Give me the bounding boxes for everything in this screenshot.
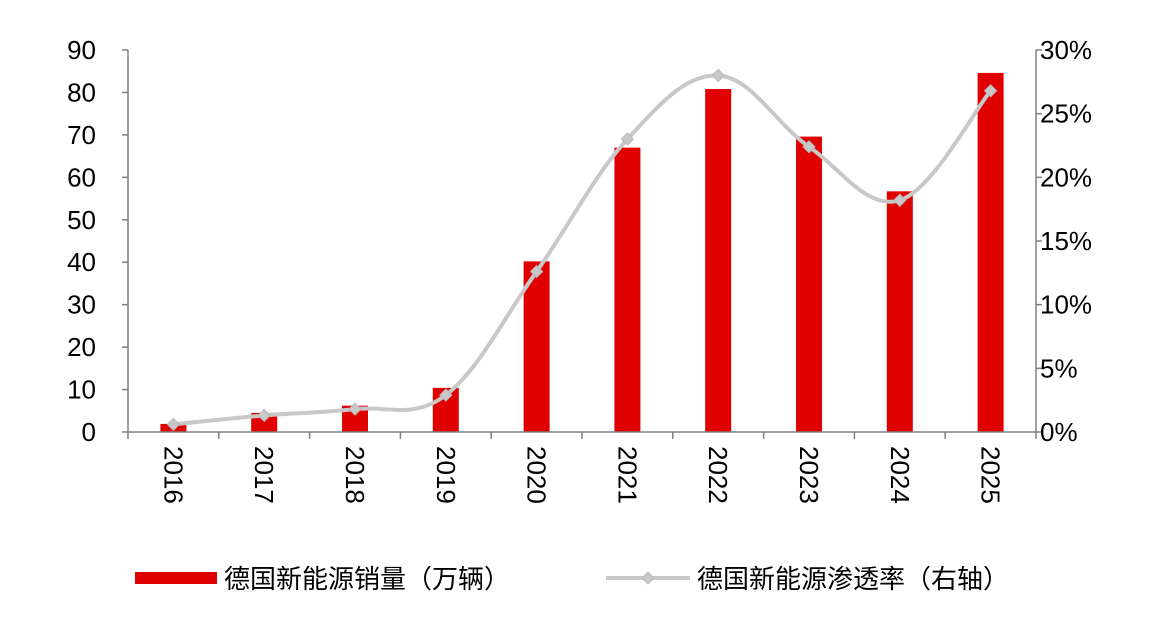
x-tick-label: 2017 — [249, 446, 279, 504]
legend-line-marker — [641, 571, 655, 585]
labels-layer: 0 10 20 30 40 50 60 70 80 90 0% 5% 10% 15% 20% 25% 30% 20… — [67, 35, 1092, 504]
penetration-point-2016 — [166, 417, 181, 432]
legend-bar-label: 德国新能源销量（万辆） — [224, 565, 510, 595]
bar-2023 — [796, 136, 822, 432]
x-tick-label: 2022 — [703, 446, 733, 504]
penetration-point-2024 — [893, 193, 907, 207]
penetration-point-2019 — [439, 388, 453, 402]
bar-2022 — [705, 89, 732, 432]
right-tick-label: 15% — [1040, 226, 1092, 256]
penetration-line — [173, 73, 993, 427]
ticks-layer — [122, 49, 1042, 439]
x-tick-label: 2018 — [340, 446, 370, 504]
bar-2020 — [523, 261, 550, 432]
left-tick-label: 50 — [67, 205, 96, 235]
right-tick-label: 20% — [1040, 162, 1092, 192]
penetration-point-2017 — [257, 408, 271, 423]
penetration-point-2018 — [348, 402, 362, 416]
x-tick-label: 2025 — [976, 446, 1006, 504]
legend-line-label: 德国新能源渗透率（右轴） — [697, 565, 1009, 595]
legend-bar-swatch — [135, 572, 217, 584]
left-tick-label: 90 — [67, 35, 96, 65]
left-tick-label: 0 — [82, 417, 96, 447]
x-tick-label: 2019 — [431, 446, 461, 504]
left-tick-label: 80 — [67, 77, 96, 107]
penetration-point-2021 — [620, 132, 635, 146]
left-tick-label: 60 — [67, 162, 96, 192]
right-tick-label: 25% — [1040, 99, 1092, 129]
bar-2024 — [886, 191, 913, 432]
x-tick-label: 2021 — [612, 446, 642, 504]
right-tick-label: 10% — [1040, 290, 1092, 320]
penetration-point-2025 — [983, 84, 998, 98]
left-tick-label: 40 — [67, 247, 96, 277]
line-layer — [166, 68, 998, 432]
x-tick-label: 2024 — [885, 446, 915, 504]
legend: 德国新能源销量（万辆） 德国新能源渗透率（右轴） — [135, 565, 1009, 595]
left-tick-label: 20 — [67, 332, 96, 362]
left-tick-label: 10 — [67, 375, 96, 405]
right-tick-label: 0% — [1040, 417, 1078, 447]
left-tick-label: 70 — [67, 120, 96, 150]
x-tick-label: 2023 — [794, 446, 824, 504]
bars-layer — [160, 72, 1004, 433]
left-tick-label: 30 — [67, 290, 96, 320]
x-tick-label: 2020 — [522, 446, 552, 504]
bar-2021 — [614, 147, 641, 432]
x-tick-label: 2016 — [158, 446, 188, 504]
right-tick-label: 30% — [1040, 35, 1092, 65]
bar-2025 — [977, 72, 1004, 433]
penetration-point-2022 — [711, 68, 725, 83]
penetration-point-2020 — [529, 264, 544, 279]
penetration-point-2023 — [802, 140, 816, 154]
right-tick-label: 5% — [1040, 353, 1078, 383]
